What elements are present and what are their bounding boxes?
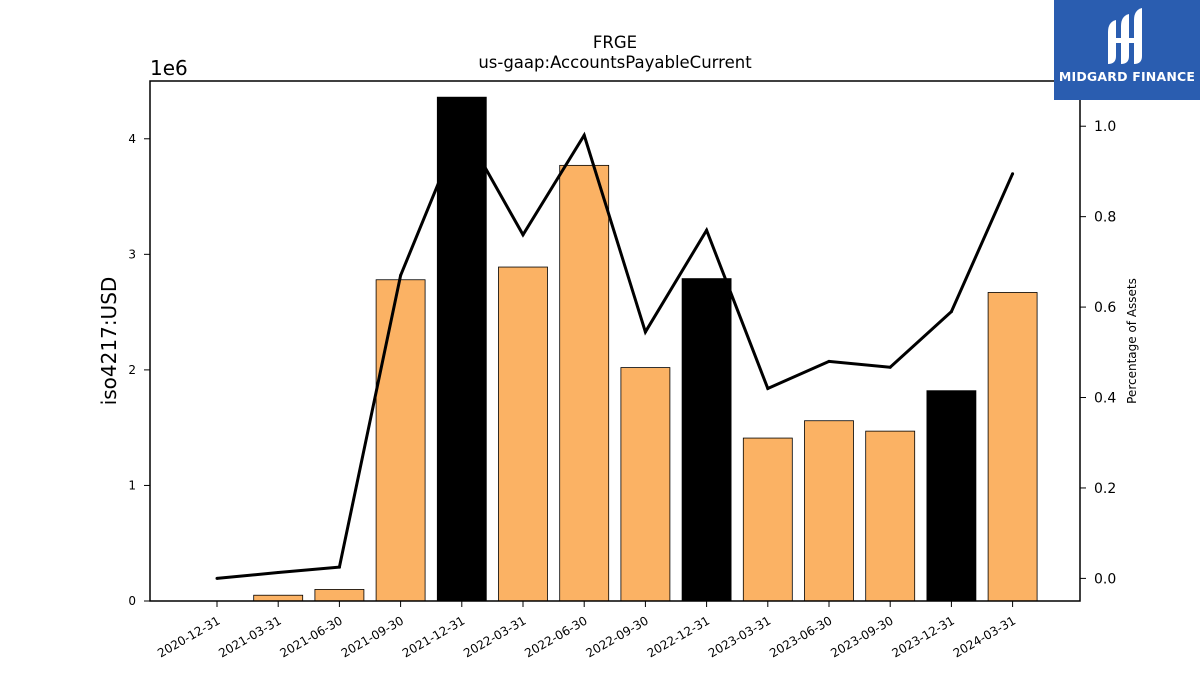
line-point-2023-03-31 bbox=[766, 386, 770, 390]
bar-2022-03-31 bbox=[498, 266, 548, 602]
x-tick-label: 2023-12-31 bbox=[889, 613, 956, 660]
line-point-2022-03-31 bbox=[521, 233, 525, 237]
y2-tick-label: 0.4 bbox=[1094, 391, 1116, 407]
x-tick-label: 2021-09-30 bbox=[339, 613, 406, 660]
line-point-2021-06-30 bbox=[337, 565, 341, 569]
brand-name: MIDGARD FINANCE bbox=[1058, 69, 1196, 84]
bar-2023-12-31 bbox=[926, 390, 977, 602]
bar-2021-12-31 bbox=[436, 96, 487, 602]
line-point-2020-12-31 bbox=[215, 576, 219, 580]
x-tick-label: 2021-12-31 bbox=[400, 613, 467, 660]
y-tick-label: 3 bbox=[128, 247, 136, 261]
y-axis-label: iso4217:USD bbox=[97, 277, 121, 406]
bar-group bbox=[253, 96, 1038, 602]
x-tick-label: 2023-09-30 bbox=[828, 613, 895, 660]
chart-title: FRGE bbox=[593, 33, 637, 52]
midgard-logo-icon bbox=[1108, 8, 1142, 64]
y2-tick-label: 0.8 bbox=[1094, 210, 1116, 226]
x-tick-label: 2021-03-31 bbox=[216, 613, 283, 660]
line-point-2023-09-30 bbox=[888, 365, 892, 369]
y-tick-label: 4 bbox=[128, 132, 136, 146]
line-point-2022-09-30 bbox=[643, 330, 647, 334]
bar-2022-06-30 bbox=[559, 164, 610, 602]
y-axis-multiplier: 1e6 bbox=[150, 56, 188, 80]
percentage-of-assets-line bbox=[216, 122, 1014, 580]
x-tick-label: 2021-06-30 bbox=[277, 613, 344, 660]
x-tick-label: 2020-12-31 bbox=[155, 613, 222, 660]
x-tick-label: 2023-06-30 bbox=[767, 613, 834, 660]
bar-2023-09-30 bbox=[865, 430, 916, 602]
y2-tick-label: 0.2 bbox=[1094, 481, 1116, 497]
x-tick-label: 2022-12-31 bbox=[645, 613, 712, 660]
x-tick-label: 2022-06-30 bbox=[522, 613, 589, 660]
line-point-2024-03-31 bbox=[1011, 172, 1015, 176]
bar-2021-06-30 bbox=[314, 589, 365, 602]
x-tick-label: 2023-03-31 bbox=[706, 613, 773, 660]
y-tick-label: 1 bbox=[128, 478, 136, 492]
x-axis-ticks: 2020-12-312021-03-312021-06-302021-09-30… bbox=[155, 601, 1018, 660]
line-point-2023-12-31 bbox=[949, 310, 953, 314]
line-point-2022-06-30 bbox=[582, 133, 586, 137]
x-tick-label: 2022-03-31 bbox=[461, 613, 528, 660]
y2-tick-label: 0.6 bbox=[1094, 300, 1116, 316]
y2-tick-label: 0.0 bbox=[1094, 571, 1116, 587]
y2-axis-ticks: 0.0 0.2 0.4 0.6 0.8 1.0 bbox=[1080, 119, 1116, 587]
brand-logo: MIDGARD FINANCE bbox=[1054, 0, 1200, 100]
bar-2021-03-31 bbox=[253, 594, 304, 602]
bar-2022-12-31 bbox=[681, 278, 732, 602]
y-axis-ticks: 0 1 2 3 4 bbox=[128, 132, 150, 608]
bar-2023-03-31 bbox=[742, 437, 793, 602]
x-tick-label: 2022-09-30 bbox=[583, 613, 650, 660]
line-point-2023-06-30 bbox=[827, 359, 831, 363]
x-tick-label: 2024-03-31 bbox=[951, 613, 1018, 660]
line-group bbox=[215, 122, 1015, 580]
y2-tick-label: 1.0 bbox=[1094, 119, 1116, 135]
bar-2023-06-30 bbox=[804, 420, 854, 602]
line-point-2021-03-31 bbox=[276, 571, 280, 575]
line-point-2021-09-30 bbox=[399, 273, 403, 277]
chart-subtitle: us-gaap:AccountsPayableCurrent bbox=[478, 53, 752, 72]
y-tick-label: 2 bbox=[128, 363, 136, 377]
y-tick-label: 0 bbox=[128, 594, 136, 608]
line-point-2021-12-31 bbox=[460, 124, 464, 128]
plot-frame bbox=[149, 80, 1081, 602]
line-point-2022-12-31 bbox=[705, 228, 709, 232]
bar-2021-09-30 bbox=[375, 279, 426, 602]
bar-2024-03-31 bbox=[987, 292, 1038, 602]
y2-axis-label: Percentage of Assets bbox=[1125, 278, 1139, 404]
bar-2022-09-30 bbox=[620, 367, 671, 602]
